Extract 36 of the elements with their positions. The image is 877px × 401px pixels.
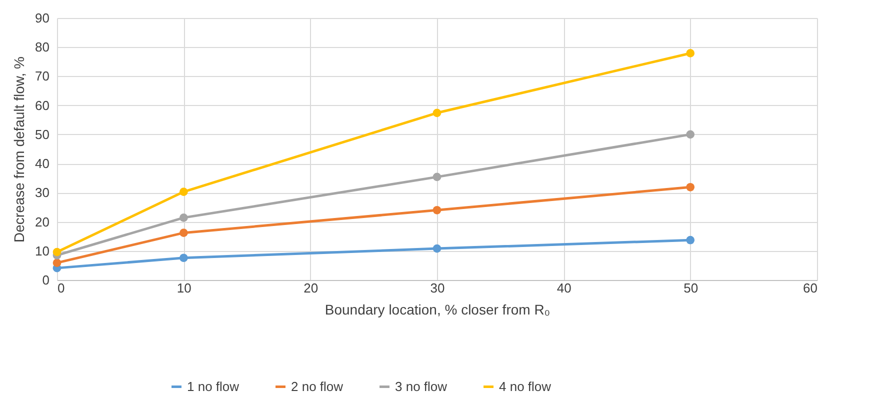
x-tick-label: 50 — [684, 280, 698, 296]
x-tick-label: 0 — [58, 280, 65, 296]
x-tick-label: 20 — [304, 280, 318, 296]
legend-label: 4 no flow — [499, 378, 552, 394]
x-tick-label: 60 — [803, 280, 818, 296]
point — [432, 206, 442, 214]
x-axis-title: Boundary location, % closer from R₀ — [324, 302, 550, 318]
y-tick-label: 90 — [35, 10, 50, 26]
y-tick-label: 10 — [35, 243, 50, 258]
point — [686, 236, 695, 244]
legend-label: 1 no flow — [187, 378, 240, 394]
legend-label: 2 no flow — [291, 378, 344, 394]
point — [686, 49, 695, 58]
point — [432, 172, 442, 182]
point — [52, 248, 62, 256]
y-tick-label: 40 — [35, 156, 50, 172]
y-tick-label: 20 — [35, 214, 50, 230]
point — [179, 254, 188, 262]
legend-label: 3 no flow — [395, 378, 448, 394]
y-tick-label: 60 — [35, 98, 50, 113]
x-tick-label: 30 — [430, 280, 445, 296]
point — [686, 130, 695, 139]
x-tick-label: 10 — [176, 280, 192, 296]
point — [179, 214, 188, 222]
y-tick-label: 30 — [35, 185, 50, 200]
point — [179, 188, 188, 196]
y-axis-title: Decrease from default flow, % — [11, 56, 28, 242]
y-tick-label: 70 — [35, 68, 50, 84]
point — [686, 182, 695, 192]
point — [179, 228, 188, 238]
y-tick-label: 50 — [35, 126, 50, 142]
y-tick-label: 80 — [35, 40, 50, 55]
point — [52, 258, 62, 267]
point — [432, 108, 442, 118]
x-tick-label: 40 — [556, 280, 572, 296]
point — [432, 244, 442, 253]
